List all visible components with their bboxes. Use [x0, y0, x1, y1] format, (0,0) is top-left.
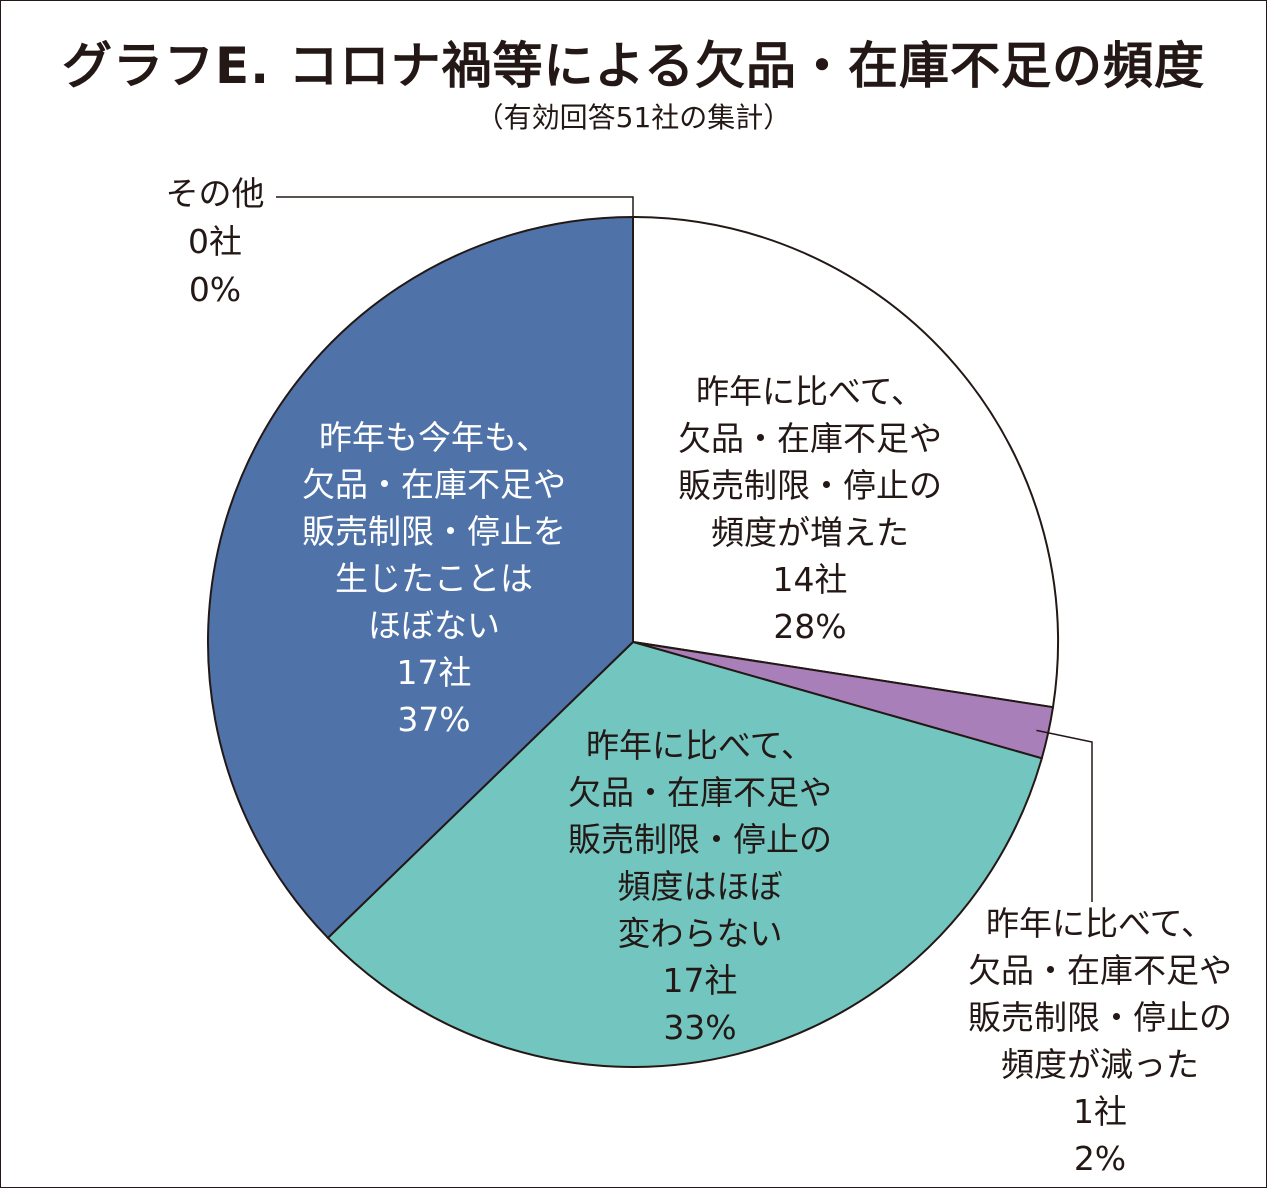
slice-percent: 2% — [1073, 1139, 1127, 1178]
slice-label-line: 頻度はほぼ — [617, 867, 783, 906]
slice-label-line: 昨年も今年も、 — [318, 418, 549, 457]
chart-title: グラフE. コロナ禍等による欠品・在庫不足の頻度 — [61, 37, 1206, 95]
slice-almost-never — [207, 215, 634, 940]
slice-label-line: その他 — [165, 174, 265, 213]
slice-label-line: 欠品・在庫不足や — [968, 951, 1232, 990]
slice-label-unchanged: 昨年に比べて、 欠品・在庫不足や 販売制限・停止の 頻度はほぼ 変わらない 17… — [490, 722, 910, 1051]
slice-label-line: 昨年に比べて、 — [585, 726, 815, 765]
slice-label-line: 頻度が増えた — [711, 513, 909, 552]
leader-line-decreased — [1036, 729, 1093, 902]
slice-percent: 33% — [663, 1008, 737, 1047]
slice-label-line: 販売制限・停止の — [678, 466, 942, 505]
slice-percent: 28% — [773, 607, 847, 646]
slice-label-line: 欠品・在庫不足や — [678, 419, 942, 458]
slice-label-line: 販売制限・停止の — [968, 998, 1232, 1037]
slice-unchanged — [326, 640, 1044, 1068]
slice-label-line: 生じたことは — [335, 559, 533, 598]
slice-label-line: 欠品・在庫不足や — [302, 465, 566, 504]
slice-label-decreased: 昨年に比べて、 欠品・在庫不足や 販売制限・停止の 頻度が減った 1社 2% — [890, 900, 1267, 1182]
slice-label-other: その他 0社 0% — [110, 170, 320, 314]
slice-count: 17社 — [396, 653, 472, 692]
slice-label-line: 販売制限・停止を — [302, 512, 566, 551]
slice-label-line: 販売制限・停止の — [568, 820, 832, 859]
slice-count: 0社 — [188, 222, 242, 261]
pie-slices — [207, 215, 1059, 1068]
slice-label-line: ほぼない — [368, 606, 500, 645]
slice-increased — [632, 215, 1059, 709]
leader-line-other — [276, 196, 634, 217]
chart-subtitle: （有効回答51社の集計） — [475, 101, 792, 134]
slice-label-line: 頻度が減った — [1001, 1045, 1199, 1084]
slice-count: 14社 — [772, 560, 848, 599]
slice-label-line: 変わらない — [617, 914, 783, 953]
slice-label-increased: 昨年に比べて、 欠品・在庫不足や 販売制限・停止の 頻度が増えた 14社 28% — [600, 368, 1020, 650]
slice-label-line: 昨年に比べて、 — [985, 904, 1215, 943]
leader-lines — [276, 196, 1093, 902]
slice-percent: 37% — [397, 700, 471, 739]
slice-percent: 0% — [188, 270, 242, 309]
slice-count: 1社 — [1073, 1092, 1127, 1131]
slice-count: 17社 — [662, 961, 738, 1000]
slice-label-line: 欠品・在庫不足や — [568, 773, 832, 812]
slice-label-almost-never: 昨年も今年も、 欠品・在庫不足や 販売制限・停止を 生じたことは ほぼない 17… — [224, 414, 644, 743]
slice-label-line: 昨年に比べて、 — [695, 372, 925, 411]
